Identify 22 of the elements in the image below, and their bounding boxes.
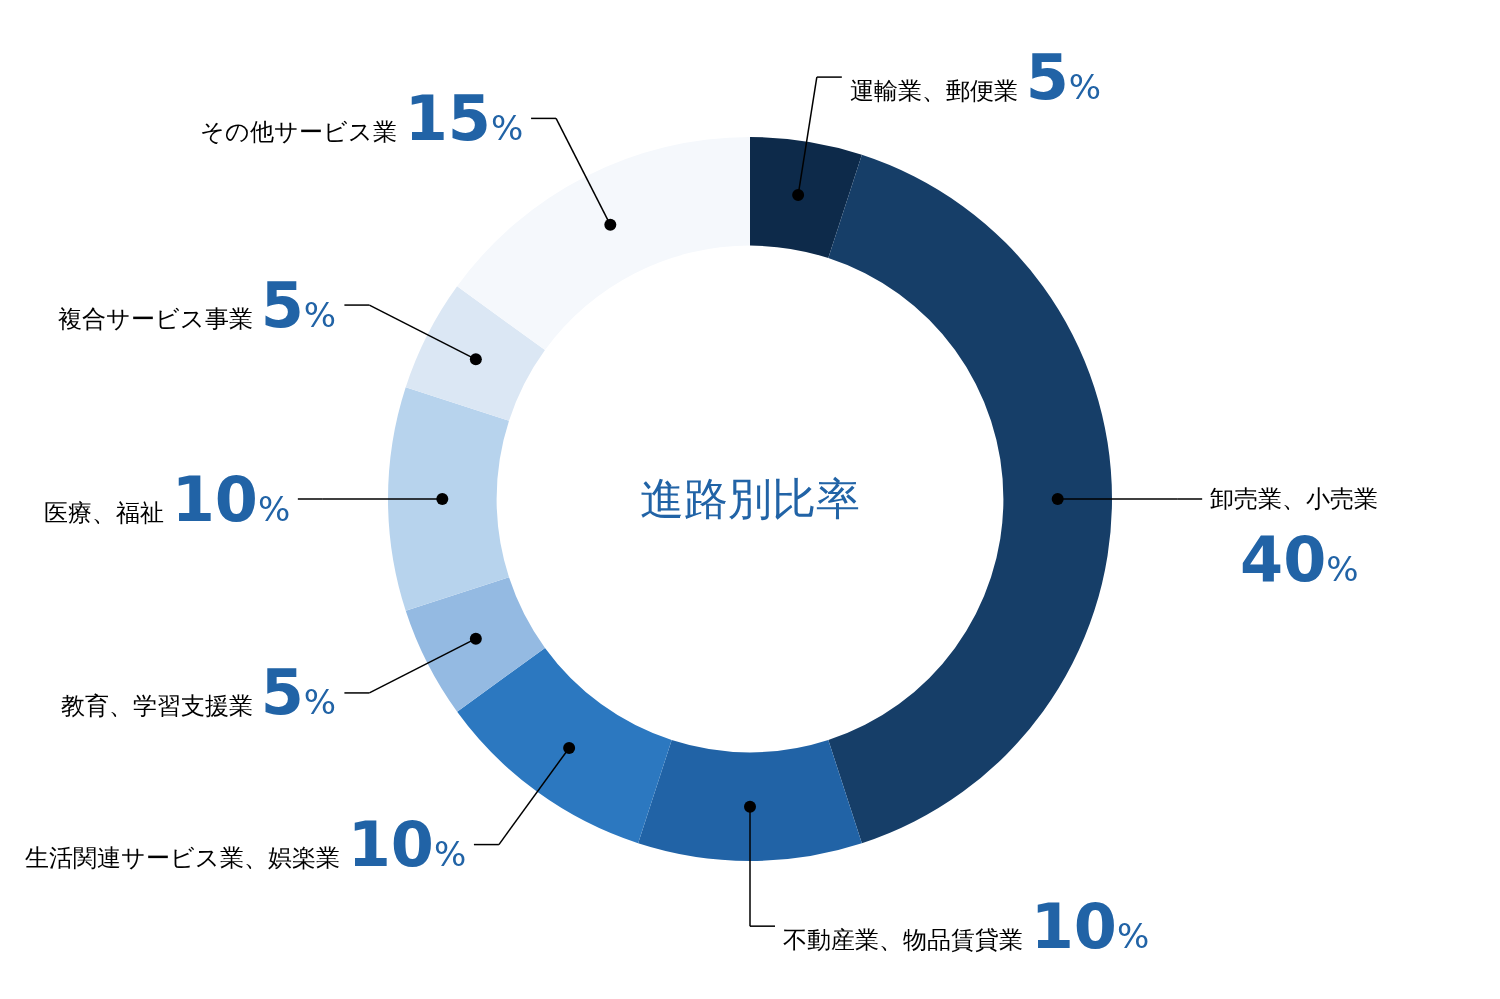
slice-label: 生活関連サービス業、娯楽業 [25,844,340,872]
data-label: 10% [347,808,467,881]
donut-slice [750,137,862,258]
data-label: 5% [260,656,337,729]
slice-label: 卸売業、小売業 [1210,485,1378,513]
donut-slice [638,740,862,861]
data-label: 15% [404,82,524,155]
donut-slice [388,387,509,611]
text: 進路別比率 [640,473,860,524]
data-label: 40% [1240,523,1359,596]
data-label: 5% [260,269,337,342]
donut-slice [405,286,545,421]
donut-slice [405,577,545,712]
slice-label: 運輸業、郵便業 [850,77,1018,105]
slice-label: 不動産業、物品賃貸業 [783,926,1023,954]
data-label: 10% [171,463,291,536]
data-label: 5% [1025,41,1102,114]
slice-label: 教育、学習支援業 [61,692,253,720]
slice-label: 複合サービス事業 [58,305,253,333]
slice-label: 医療、福祉 [44,499,164,527]
slice-label: その他サービス業 [200,118,397,146]
data-label: 10% [1030,890,1150,963]
